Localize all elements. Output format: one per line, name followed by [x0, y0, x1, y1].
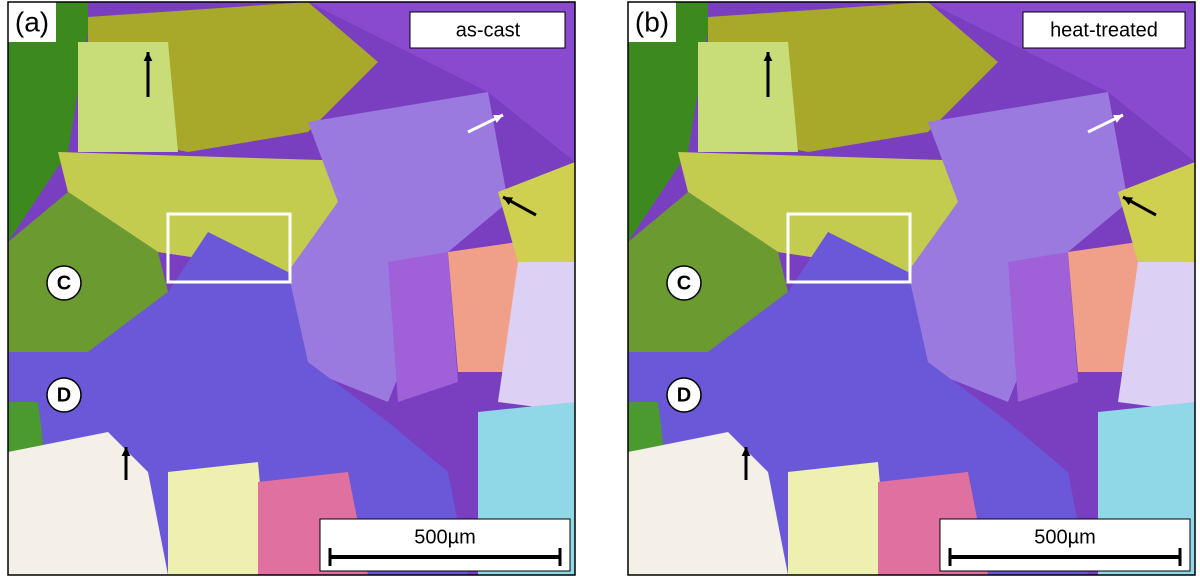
grain-marker [46, 265, 82, 301]
grain-label: C [677, 272, 691, 294]
arrow-head [1113, 115, 1123, 123]
scale-box [319, 518, 571, 572]
grain-map [8, 2, 575, 575]
arrow-head [121, 447, 131, 457]
condition-label: heat-treated [1050, 19, 1158, 41]
grain-marker [666, 265, 702, 301]
label-box [8, 2, 56, 42]
panel-label: (a) [15, 6, 49, 37]
grain-marker [666, 377, 702, 413]
scale-label: 500µm [414, 526, 476, 548]
panel-border [7, 1, 576, 576]
arrow-head [143, 52, 153, 62]
panel-label: (b) [635, 6, 669, 37]
panel-border [627, 1, 1196, 576]
grain-label: D [57, 384, 71, 406]
panel: (b) heat-treated C D 500µm [628, 2, 1195, 575]
scale-label: 500µm [1034, 526, 1096, 548]
grain-marker [46, 377, 82, 413]
condition-box [1022, 11, 1186, 49]
label-box [628, 2, 676, 42]
arrow-head [493, 115, 503, 123]
condition-box [409, 11, 566, 49]
arrow-head [1123, 197, 1133, 206]
grain-label: D [677, 384, 691, 406]
scale-box [939, 518, 1191, 572]
arrow-head [503, 197, 513, 206]
condition-label: as-cast [456, 19, 521, 41]
panel: (a) as-cast C D 500µm [8, 2, 575, 575]
arrow-head [763, 52, 773, 62]
arrow-head [741, 447, 751, 457]
grain-label: C [57, 272, 71, 294]
grain-map [628, 2, 1195, 575]
